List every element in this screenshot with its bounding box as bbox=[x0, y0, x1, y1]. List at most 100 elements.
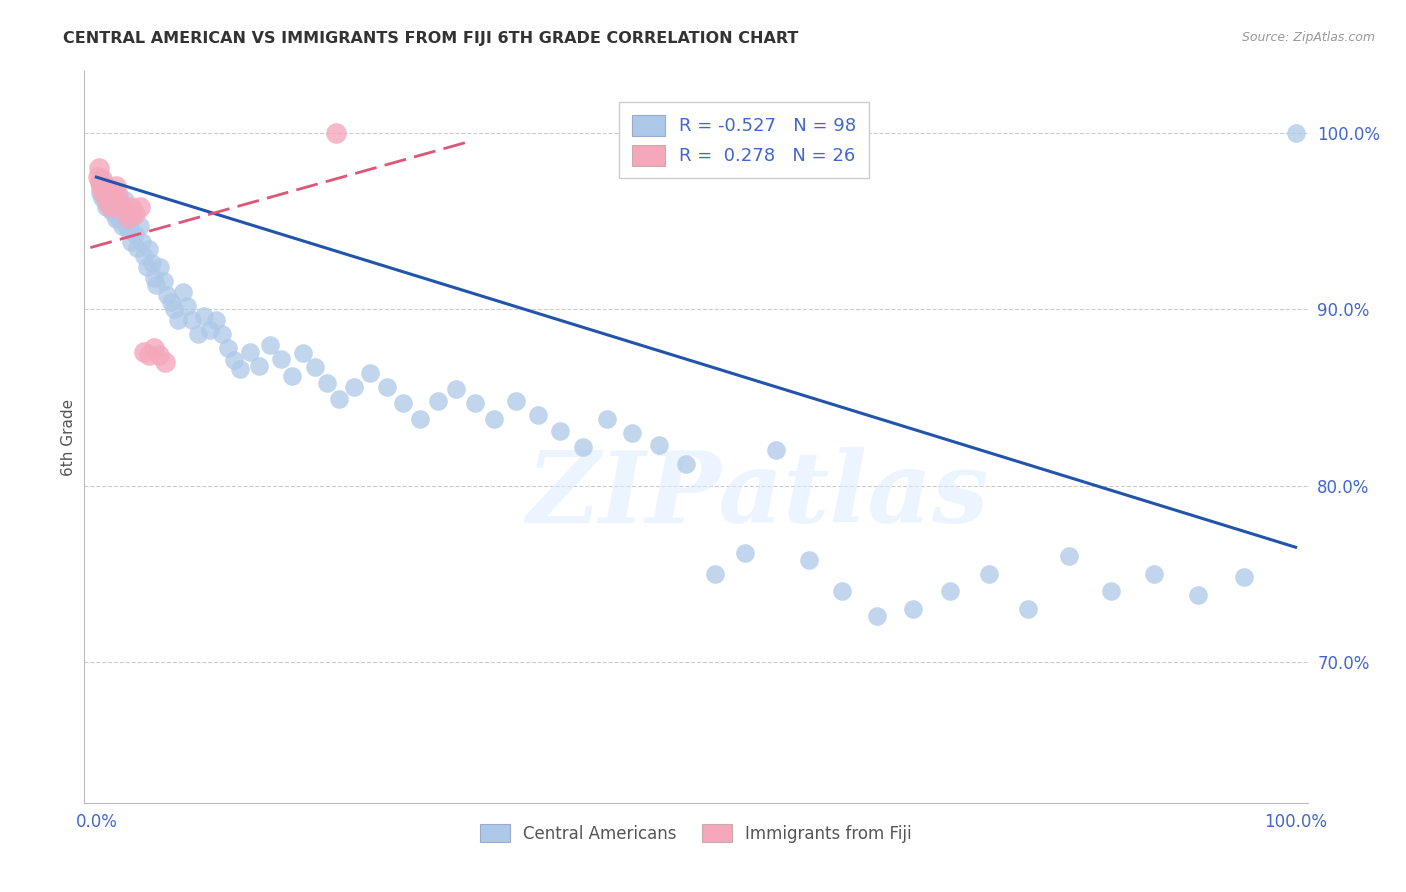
Point bbox=[98, 202, 121, 216]
Point bbox=[90, 182, 112, 196]
Point bbox=[181, 313, 204, 327]
Point bbox=[93, 177, 115, 191]
Point bbox=[115, 209, 138, 223]
Point bbox=[325, 126, 347, 140]
Point bbox=[193, 310, 215, 324]
Point bbox=[444, 382, 467, 396]
Point bbox=[128, 219, 150, 234]
Point bbox=[93, 189, 117, 203]
Point bbox=[118, 205, 141, 219]
Point bbox=[114, 193, 136, 207]
Point bbox=[359, 366, 381, 380]
Point bbox=[156, 288, 179, 302]
Point bbox=[118, 221, 141, 235]
Point bbox=[87, 175, 110, 189]
Point bbox=[409, 411, 432, 425]
Point bbox=[121, 211, 143, 225]
Point bbox=[163, 302, 186, 317]
Point bbox=[1099, 584, 1122, 599]
Point bbox=[1187, 588, 1209, 602]
Legend: Central Americans, Immigrants from Fiji: Central Americans, Immigrants from Fiji bbox=[474, 818, 918, 849]
Point bbox=[127, 241, 149, 255]
Point bbox=[86, 170, 108, 185]
Point bbox=[107, 187, 129, 202]
Point bbox=[117, 211, 139, 225]
Point bbox=[211, 326, 233, 341]
Point bbox=[97, 196, 120, 211]
Point bbox=[105, 196, 128, 211]
Point bbox=[94, 200, 117, 214]
Point bbox=[107, 211, 129, 225]
Point bbox=[141, 256, 163, 270]
Point bbox=[93, 180, 115, 194]
Point bbox=[831, 584, 853, 599]
Point bbox=[281, 369, 304, 384]
Point bbox=[96, 187, 118, 202]
Point bbox=[1143, 566, 1166, 581]
Point bbox=[866, 609, 889, 624]
Point bbox=[939, 584, 962, 599]
Point bbox=[704, 566, 727, 581]
Point bbox=[427, 393, 450, 408]
Point bbox=[172, 285, 194, 299]
Point bbox=[142, 341, 165, 355]
Point bbox=[765, 443, 787, 458]
Point bbox=[93, 193, 117, 207]
Point bbox=[224, 353, 246, 368]
Point bbox=[675, 458, 697, 472]
Point bbox=[229, 362, 252, 376]
Point bbox=[145, 277, 167, 292]
Point bbox=[901, 602, 924, 616]
Point bbox=[110, 219, 132, 234]
Point bbox=[142, 270, 165, 285]
Point bbox=[138, 348, 160, 362]
Point bbox=[101, 182, 124, 196]
Point bbox=[259, 337, 281, 351]
Point bbox=[90, 172, 112, 186]
Point bbox=[111, 200, 134, 214]
Point bbox=[167, 313, 190, 327]
Point bbox=[149, 260, 172, 274]
Point bbox=[108, 191, 131, 205]
Point bbox=[734, 545, 756, 559]
Point bbox=[134, 249, 156, 263]
Point bbox=[1233, 570, 1256, 584]
Point bbox=[104, 178, 127, 193]
Point bbox=[110, 205, 132, 219]
Point bbox=[217, 341, 239, 355]
Point bbox=[131, 235, 153, 250]
Point bbox=[249, 359, 271, 373]
Point bbox=[239, 344, 262, 359]
Point bbox=[596, 411, 619, 425]
Point bbox=[134, 344, 156, 359]
Point bbox=[176, 299, 198, 313]
Point bbox=[120, 200, 142, 214]
Point bbox=[91, 172, 114, 186]
Point bbox=[110, 196, 132, 211]
Point bbox=[505, 393, 527, 408]
Point bbox=[200, 323, 222, 337]
Point bbox=[291, 346, 314, 360]
Text: ZIPatlas: ZIPatlas bbox=[526, 448, 988, 544]
Point bbox=[205, 313, 228, 327]
Point bbox=[464, 395, 486, 409]
Point bbox=[101, 205, 124, 219]
Point bbox=[91, 191, 114, 205]
Point bbox=[112, 203, 135, 218]
Point bbox=[343, 380, 366, 394]
Text: CENTRAL AMERICAN VS IMMIGRANTS FROM FIJI 6TH GRADE CORRELATION CHART: CENTRAL AMERICAN VS IMMIGRANTS FROM FIJI… bbox=[63, 31, 799, 46]
Point bbox=[187, 326, 209, 341]
Point bbox=[117, 223, 139, 237]
Point bbox=[96, 178, 118, 193]
Point bbox=[621, 425, 644, 440]
Point bbox=[270, 351, 292, 366]
Point bbox=[135, 260, 157, 274]
Point bbox=[120, 235, 142, 250]
Point bbox=[572, 440, 595, 454]
Point bbox=[315, 376, 337, 391]
Point bbox=[977, 566, 1000, 581]
Point bbox=[1284, 126, 1306, 140]
Text: Source: ZipAtlas.com: Source: ZipAtlas.com bbox=[1241, 31, 1375, 45]
Point bbox=[1017, 602, 1039, 616]
Point bbox=[100, 189, 122, 203]
